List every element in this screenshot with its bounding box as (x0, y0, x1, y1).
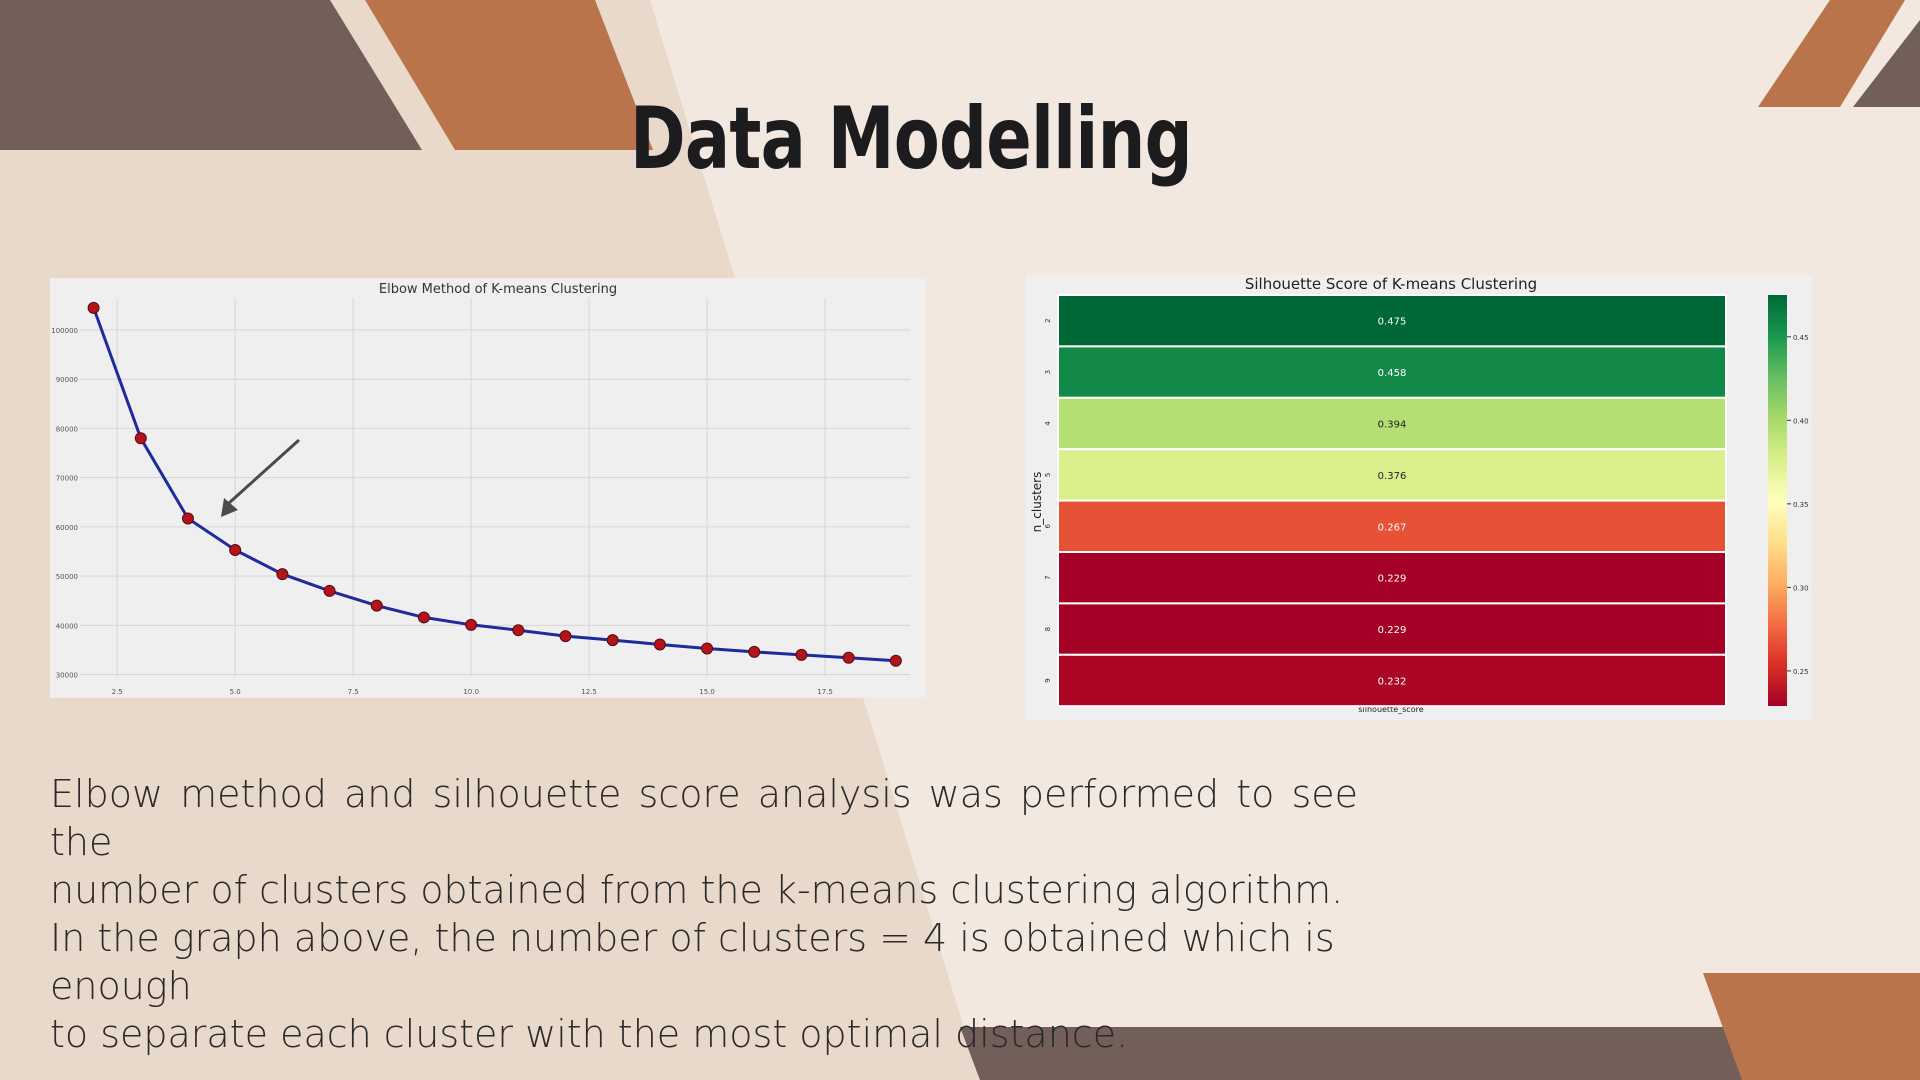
elbow-data-point (465, 618, 478, 631)
colorbar-tick-label: 0.45 (1793, 334, 1809, 342)
heatmap-row-label: 7 (1044, 575, 1052, 579)
heatmap-row-label: 6 (1044, 524, 1052, 529)
heatmap-cell (1057, 448, 1727, 502)
heatmap-ylabel: n_clusters (1030, 472, 1044, 533)
elbow-data-point (276, 568, 289, 581)
heatmap-title: Silhouette Score of K-means Clustering (1245, 275, 1537, 293)
heatmap-row-label: 4 (1044, 421, 1052, 426)
heatmap-xlabel: silhouette_score (1358, 705, 1423, 714)
top-left-taupe-shape (0, 0, 422, 150)
heatmap-value-label: 0.394 (1378, 420, 1407, 431)
elbow-data-point (842, 651, 855, 664)
elbow-data-point (134, 432, 147, 445)
elbow-xtick-label: 12.5 (581, 688, 597, 696)
heatmap-value-label: 0.267 (1378, 522, 1407, 533)
elbow-data-point (606, 634, 619, 647)
colorbar-tick-label: 0.35 (1793, 501, 1809, 509)
heatmap-cell (1057, 345, 1727, 399)
silhouette-heatmap-svg: Silhouette Score of K-means Clustering n… (1030, 275, 1809, 714)
heatmap-cell (1057, 396, 1727, 451)
page-title: Data Modelling (630, 89, 1193, 189)
description-line-1: Elbow method and silhouette score analys… (50, 772, 1358, 864)
heatmap-row-label: 8 (1044, 627, 1052, 631)
heatmap-cell (1057, 551, 1727, 605)
elbow-ytick-label: 100000 (51, 327, 78, 335)
elbow-ytick-label: 90000 (56, 376, 78, 384)
colorbar-tick-label: 0.30 (1793, 584, 1809, 592)
heatmap-row-label: 3 (1044, 370, 1052, 374)
heatmap-row-label: 5 (1044, 473, 1052, 477)
elbow-xtick-label: 10.0 (463, 688, 479, 696)
silhouette-heatmap: Silhouette Score of K-means Clustering n… (1026, 275, 1812, 720)
top-left-terracotta-shape (365, 0, 653, 150)
description-line-4: to separate each cluster with the most o… (50, 1012, 1129, 1056)
elbow-data-point (559, 630, 572, 643)
elbow-xtick-label: 15.0 (699, 688, 715, 696)
elbow-xtick-label: 2.5 (112, 688, 123, 696)
top-right-taupe-shape (1853, 20, 1920, 107)
description-line-2: number of clusters obtained from the k-m… (50, 868, 1344, 912)
elbow-annotation-arrow (221, 438, 301, 517)
heatmap-cell (1057, 602, 1727, 656)
heatmap-cell (1057, 499, 1727, 554)
elbow-data-point (87, 301, 100, 314)
elbow-ytick-label: 40000 (56, 622, 78, 630)
heatmap-value-label: 0.458 (1378, 368, 1407, 379)
elbow-ytick-label: 30000 (56, 672, 78, 680)
elbow-chart-title: Elbow Method of K-means Clustering (379, 282, 617, 297)
elbow-data-point (181, 512, 194, 525)
heatmap-row-label: 9 (1044, 678, 1052, 682)
elbow-data-point (748, 645, 761, 658)
elbow-ytick-label: 60000 (56, 524, 78, 532)
elbow-chart: Elbow Method of K-means Clustering 2.5 5.… (50, 278, 925, 698)
bottom-right-terracotta-shape (1703, 973, 1920, 1080)
elbow-xtick-label: 5.0 (230, 688, 241, 696)
elbow-data-point (701, 642, 714, 655)
elbow-data-point (653, 638, 666, 651)
bottom-taupe-shape (960, 1027, 1920, 1080)
elbow-data-point (417, 611, 430, 624)
elbow-xtick-label: 17.5 (817, 688, 833, 696)
heatmap-row-label: 2 (1044, 318, 1052, 322)
heatmap-cell (1057, 294, 1727, 348)
elbow-chart-svg: Elbow Method of K-means Clustering 2.5 5.… (51, 282, 910, 696)
elbow-xtick-label: 7.5 (348, 688, 359, 696)
description-line-3: In the graph above, the number of cluste… (50, 916, 1335, 1008)
elbow-data-point (229, 544, 242, 557)
colorbar-tick-label: 0.40 (1793, 417, 1809, 425)
heatmap-value-label: 0.475 (1378, 317, 1407, 328)
heatmap-cell (1057, 653, 1727, 708)
heatmap-value-label: 0.229 (1378, 625, 1407, 636)
heatmap-value-label: 0.229 (1378, 574, 1407, 585)
elbow-data-point (370, 599, 383, 612)
colorbar (1768, 295, 1787, 706)
elbow-ytick-label: 80000 (56, 425, 78, 433)
elbow-ytick-label: 50000 (56, 573, 78, 581)
elbow-ytick-label: 70000 (56, 475, 78, 483)
heatmap-value-label: 0.232 (1378, 677, 1407, 688)
colorbar-tick-label: 0.25 (1793, 668, 1809, 676)
elbow-data-point (323, 584, 336, 597)
elbow-data-point (889, 654, 902, 667)
elbow-data-point (512, 624, 525, 637)
elbow-series-line (92, 307, 896, 663)
description-paragraph: Elbow method and silhouette score analys… (50, 770, 1358, 1058)
top-right-terracotta-shape (1758, 0, 1905, 107)
elbow-data-point (795, 648, 808, 661)
heatmap-value-label: 0.376 (1378, 471, 1407, 482)
